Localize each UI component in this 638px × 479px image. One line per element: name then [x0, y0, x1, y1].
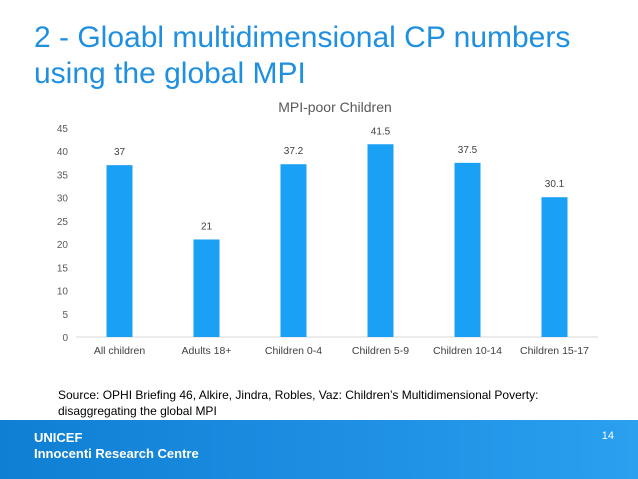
x-tick-label: Adults 18+ — [182, 345, 232, 357]
x-tick-label: Children 10-14 — [433, 345, 502, 357]
bar — [193, 239, 220, 337]
y-tick-label: 10 — [57, 287, 69, 298]
footer-org-line-2: Innocenti Research Centre — [34, 446, 199, 461]
bar-value-label: 41.5 — [371, 126, 391, 137]
footer-bar: UNICEF Innocenti Research Centre 14 — [0, 420, 638, 479]
source-line-2: disaggregating the global MPI — [58, 404, 217, 418]
source-line-1: Source: OPHI Briefing 46, Alkire, Jindra… — [58, 388, 539, 402]
y-tick-label: 15 — [57, 263, 69, 274]
bar — [106, 165, 133, 337]
y-tick-label: 0 — [62, 333, 68, 344]
unicef-logo-text: UNICEF Innocenti Research Centre — [34, 430, 199, 462]
y-tick-label: 35 — [57, 170, 69, 181]
y-tick-label: 20 — [57, 240, 69, 251]
bar — [280, 164, 307, 337]
chart-title: MPI-poor Children — [278, 99, 392, 115]
y-tick-label: 30 — [57, 194, 69, 205]
bar-value-label: 37 — [114, 147, 126, 158]
bar-value-label: 30.1 — [545, 179, 565, 190]
slide-title: 2 - Gloabl multidimensional CP numbers u… — [34, 20, 614, 92]
bar — [454, 162, 481, 337]
x-tick-label: Children 5-9 — [352, 345, 409, 357]
x-tick-label: Children 15-17 — [520, 345, 589, 357]
source-citation: Source: OPHI Briefing 46, Alkire, Jindra… — [58, 387, 588, 419]
bar-value-label: 21 — [201, 221, 213, 232]
bar-value-label: 37.2 — [284, 146, 304, 157]
y-tick-label: 25 — [57, 217, 69, 228]
x-tick-label: Children 0-4 — [265, 345, 322, 357]
y-tick-label: 45 — [57, 124, 69, 135]
footer-org-line-1: UNICEF — [34, 430, 83, 445]
bar-chart: MPI-poor Children 0 5 10 15 20 25 30 35 40 45 37 All… — [57, 99, 598, 357]
bar — [367, 144, 394, 337]
x-tick-label: All children — [94, 345, 146, 357]
y-tick-label: 40 — [57, 147, 69, 158]
slide-title-line-2: using the global MPI — [34, 57, 306, 90]
slide-title-line-1: 2 - Gloabl multidimensional CP numbers — [34, 21, 571, 54]
bar — [541, 197, 568, 337]
bar-value-label: 37.5 — [458, 145, 478, 156]
y-tick-label: 5 — [62, 310, 68, 321]
page-number: 14 — [601, 430, 614, 442]
